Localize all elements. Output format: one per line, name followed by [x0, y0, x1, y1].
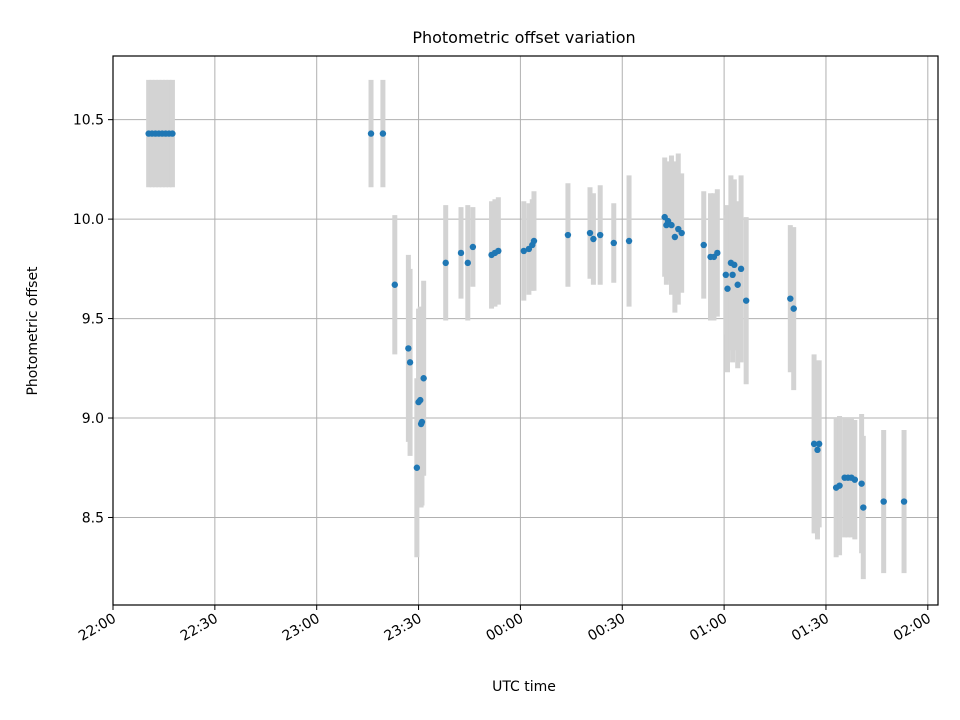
- x-tick-label: 22:00: [76, 611, 119, 645]
- data-point: [413, 464, 421, 471]
- data-point: [417, 396, 424, 404]
- data-point: [495, 247, 502, 255]
- data-point: [729, 271, 736, 279]
- data-point: [734, 281, 741, 288]
- x-tick-label: 23:30: [382, 611, 425, 645]
- data-point: [714, 249, 721, 257]
- data-point: [169, 130, 176, 137]
- data-point: [814, 446, 821, 454]
- data-point: [457, 249, 465, 257]
- data-point: [520, 247, 528, 255]
- data-point: [787, 295, 794, 302]
- x-axis-label: UTC time: [492, 679, 556, 695]
- x-tick-label: 02:00: [891, 611, 934, 645]
- chart-title: Photometric offset variation: [412, 28, 635, 47]
- data-point: [530, 237, 538, 245]
- data-point: [420, 375, 427, 382]
- data-points: [145, 130, 908, 511]
- data-point: [671, 233, 679, 241]
- x-tick-label: 00:00: [483, 611, 526, 645]
- data-point: [678, 229, 685, 237]
- data-point: [836, 482, 843, 489]
- x-axis: 22:00 22:30 23:00 23:30 00:00 00:30 01:00 01:30…: [76, 605, 934, 645]
- data-point: [610, 239, 617, 247]
- data-point: [742, 297, 750, 304]
- data-point: [625, 237, 633, 245]
- data-point: [815, 440, 823, 448]
- data-point: [469, 243, 477, 251]
- data-point: [442, 259, 449, 267]
- data-point: [405, 345, 412, 352]
- y-tick-label: 10.5: [73, 113, 104, 129]
- x-tick-label: 00:30: [585, 611, 628, 645]
- data-point: [590, 235, 597, 243]
- x-tick-label: 23:00: [280, 611, 323, 645]
- plot-frame: [112, 55, 939, 606]
- x-tick-label: 22:30: [178, 611, 221, 645]
- data-point: [880, 498, 887, 505]
- error-bars: [146, 79, 907, 580]
- y-axis-label: Photometric offset: [25, 266, 41, 396]
- y-tick-label: 10.0: [73, 212, 104, 228]
- data-point: [790, 305, 797, 312]
- y-axis: 8.5 9.0 9.5 10.0 10.5: [73, 113, 113, 526]
- data-point: [900, 498, 908, 505]
- data-point: [367, 130, 375, 137]
- data-point: [858, 480, 865, 487]
- data-point: [668, 221, 675, 229]
- data-point: [418, 418, 426, 426]
- data-point: [596, 231, 604, 239]
- data-point: [724, 285, 731, 292]
- data-point: [737, 265, 745, 273]
- x-tick-label: 01:30: [789, 611, 832, 645]
- data-point: [810, 440, 818, 448]
- data-point: [406, 359, 414, 366]
- data-point: [700, 241, 707, 249]
- data-point: [379, 130, 387, 137]
- data-point: [731, 261, 738, 269]
- data-point: [851, 476, 859, 483]
- y-tick-label: 8.5: [82, 510, 104, 526]
- data-point: [464, 259, 471, 267]
- y-tick-label: 9.5: [82, 312, 104, 328]
- data-point: [391, 281, 398, 288]
- data-point: [586, 229, 594, 237]
- x-tick-label: 01:00: [687, 611, 730, 645]
- data-point: [860, 504, 867, 511]
- y-tick-label: 9.0: [82, 411, 104, 427]
- data-point: [564, 231, 572, 239]
- data-point: [722, 271, 730, 279]
